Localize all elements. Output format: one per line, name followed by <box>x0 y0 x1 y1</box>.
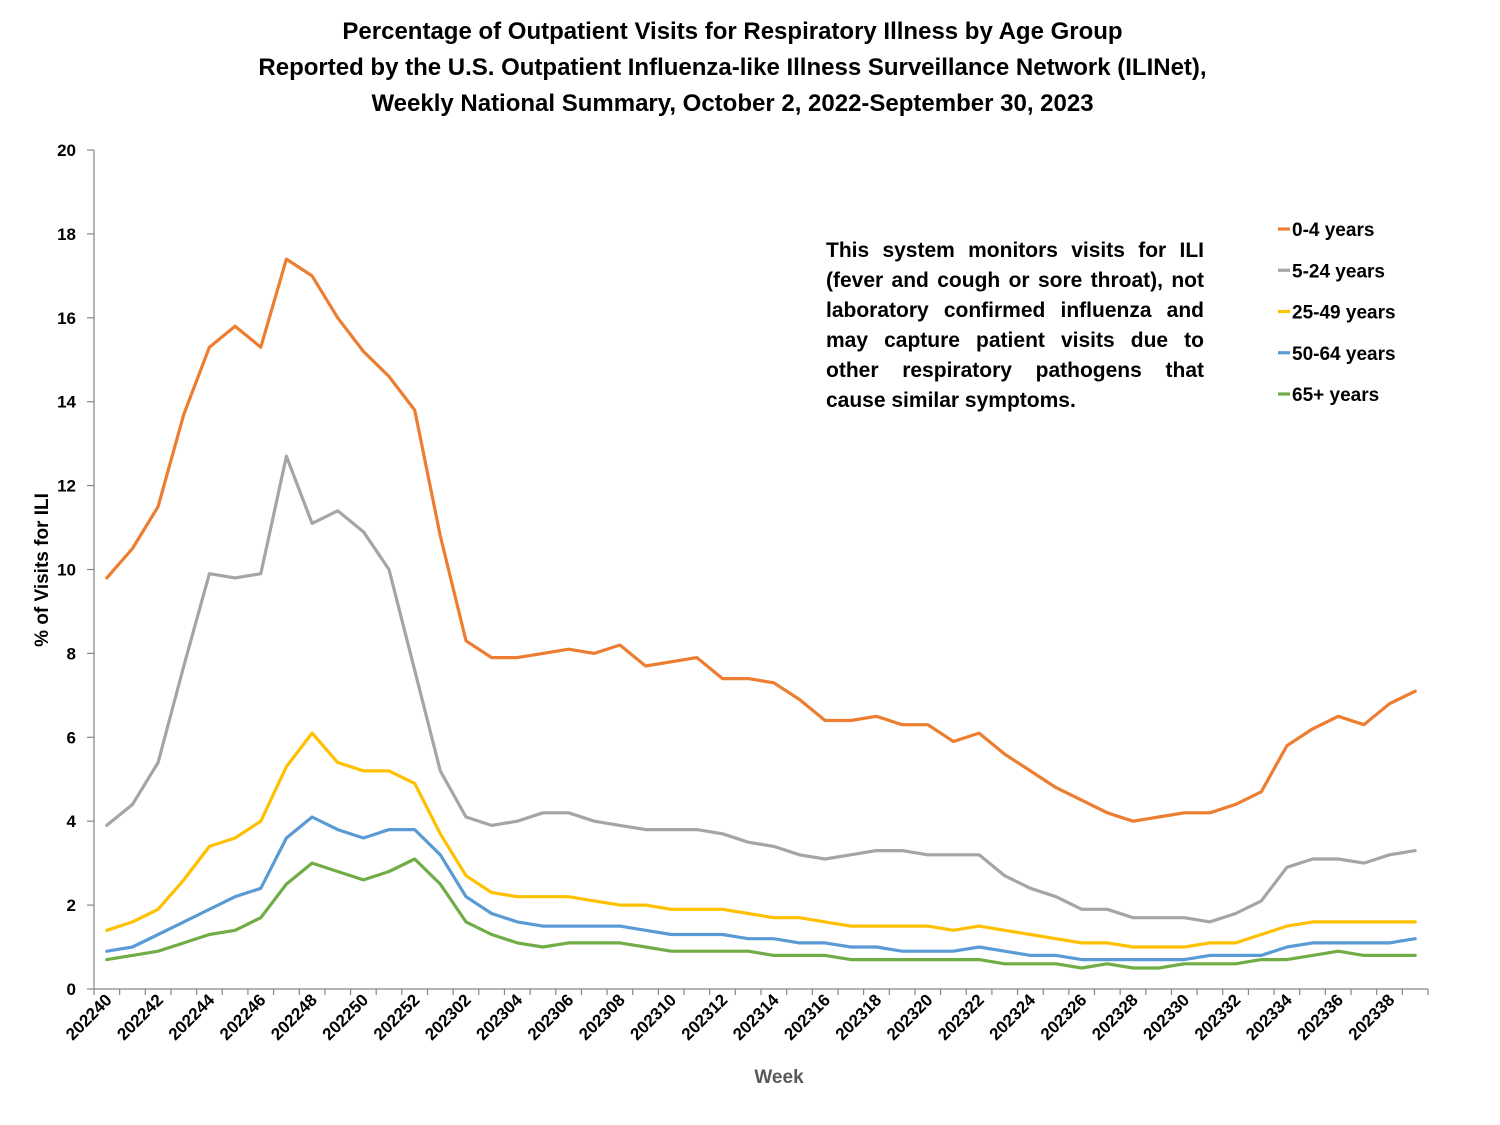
x-tick-label: 202338 <box>1345 990 1399 1044</box>
legend: 0-4 years 5-24 years 25-49 years 50-64 year… <box>1278 220 1396 406</box>
legend-label: 0-4 years <box>1292 220 1374 241</box>
axes: 0246810121416182020224020224220224420224… <box>57 141 1429 1044</box>
x-tick-label: 202246 <box>216 990 270 1044</box>
y-tick-label: 18 <box>57 225 76 244</box>
series-line-5-24-years <box>105 454 1417 924</box>
series-line-65-years <box>105 857 1417 970</box>
legend-label: 50-64 years <box>1292 344 1396 365</box>
x-tick-label: 202328 <box>1088 990 1142 1044</box>
chart-title-line-2: Reported by the U.S. Outpatient Influenz… <box>258 54 1207 81</box>
x-tick-label: 202326 <box>1037 990 1091 1044</box>
y-tick-label: 8 <box>67 644 76 663</box>
x-tick-label: 202306 <box>524 990 578 1044</box>
x-tick-label: 202324 <box>986 990 1040 1044</box>
legend-label: 25-49 years <box>1292 303 1396 324</box>
x-tick-label: 202308 <box>575 990 629 1044</box>
y-tick-label: 10 <box>57 561 76 580</box>
x-tick-label: 202304 <box>473 990 527 1044</box>
x-tick-label: 202250 <box>319 990 373 1044</box>
chart-title-line-3: Weekly National Summary, October 2, 2022… <box>371 90 1094 117</box>
x-tick-label: 202312 <box>678 990 732 1044</box>
y-tick-label: 6 <box>67 728 76 747</box>
series-line-0-4-years <box>105 257 1417 823</box>
legend-label: 5-24 years <box>1292 261 1385 282</box>
y-tick-label: 12 <box>57 477 76 496</box>
x-tick-label: 202332 <box>1191 990 1245 1044</box>
y-tick-label: 2 <box>67 896 76 915</box>
x-tick-label: 202316 <box>780 990 834 1044</box>
x-tick-label: 202244 <box>165 990 219 1044</box>
chart-title-line-1: Percentage of Outpatient Visits for Resp… <box>342 18 1123 45</box>
x-tick-label: 202310 <box>626 990 680 1044</box>
legend-label: 65+ years <box>1292 385 1379 406</box>
x-tick-label: 202318 <box>832 990 886 1044</box>
series-lines <box>105 257 1417 970</box>
y-tick-label: 4 <box>67 812 77 831</box>
y-tick-label: 0 <box>67 980 76 999</box>
annotation-note: This system monitors visits for ILI (fev… <box>826 239 1204 412</box>
x-tick-label: 202252 <box>370 990 424 1044</box>
y-axis-label: % of Visits for ILI <box>32 493 53 647</box>
x-tick-label: 202322 <box>934 990 988 1044</box>
x-tick-label: 202242 <box>113 990 167 1044</box>
x-tick-label: 202320 <box>883 990 937 1044</box>
x-axis-label: Week <box>754 1067 804 1088</box>
series-line-50-64-years <box>105 815 1417 962</box>
y-tick-label: 16 <box>57 309 76 328</box>
y-tick-label: 20 <box>57 141 76 160</box>
x-tick-label: 202330 <box>1140 990 1194 1044</box>
x-tick-label: 202248 <box>267 990 321 1044</box>
y-tick-label: 14 <box>57 393 76 412</box>
series-line-25-49-years <box>105 731 1417 949</box>
x-tick-label: 202314 <box>729 990 783 1044</box>
x-tick-label: 202334 <box>1242 990 1296 1044</box>
x-tick-label: 202336 <box>1293 990 1347 1044</box>
x-tick-label: 202302 <box>421 990 475 1044</box>
